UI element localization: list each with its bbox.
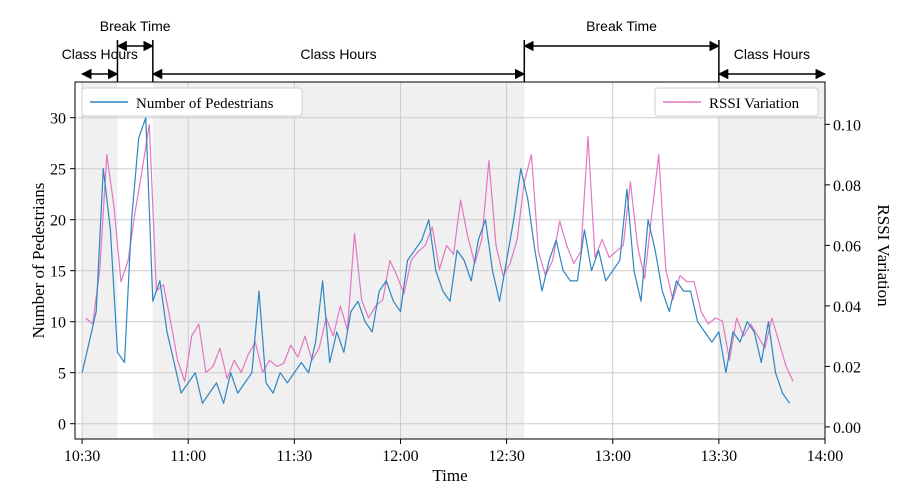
- x-tick-label-1: 11:00: [170, 448, 206, 465]
- x-tick-label-2: 11:30: [276, 448, 312, 465]
- x-tick-label-4: 12:30: [488, 448, 524, 465]
- left-y-tick-label-5: 25: [50, 162, 66, 179]
- x-tick-label-6: 13:30: [701, 448, 737, 465]
- x-axis-label: Time: [432, 466, 467, 485]
- right-y-axis-label: RSSI Variation: [874, 204, 893, 307]
- period-bands: [82, 82, 825, 439]
- period-label-2: Class Hours: [300, 46, 376, 62]
- left-y-axis-ticks: 0 5 10 15 20 25 30: [50, 111, 75, 434]
- legend-left-label: Number of Pedestrians: [136, 96, 274, 112]
- period-band-4: [718, 82, 825, 439]
- left-y-tick-label-4: 20: [50, 213, 66, 230]
- period-label-0: Class Hours: [62, 46, 138, 62]
- period-label-1: Break Time: [100, 18, 171, 34]
- x-tick-label-3: 12:00: [382, 448, 418, 465]
- left-y-tick-label-3: 15: [50, 264, 66, 281]
- right-y-tick-label-3: 0.06: [833, 238, 861, 255]
- legends: Number of Pedestrians RSSI Variation: [81, 87, 819, 117]
- right-y-tick-label-5: 0.10: [833, 117, 861, 134]
- right-y-tick-label-1: 0.02: [833, 359, 861, 376]
- legend-right-box: [654, 87, 819, 117]
- period-label-4: Class Hours: [734, 46, 810, 62]
- left-y-tick-label-1: 5: [58, 366, 66, 383]
- x-tick-label-0: 10:30: [64, 448, 100, 465]
- left-y-tick-label-2: 10: [50, 315, 66, 332]
- period-label-3: Break Time: [586, 18, 657, 34]
- legend-left-box: [81, 87, 303, 117]
- right-y-tick-label-4: 0.08: [833, 178, 861, 195]
- period-band-2: [152, 82, 525, 439]
- left-y-axis-label: Number of Pedestrians: [29, 183, 48, 339]
- legend-right-label: RSSI Variation: [709, 96, 800, 112]
- series-line-0: [81, 117, 791, 404]
- right-y-tick-label-0: 0.00: [833, 420, 861, 437]
- series-line-1: [85, 123, 794, 383]
- x-axis-ticks: 10:30 11:00 11:30 12:00 12:30 13:00 13:30 14:00: [64, 439, 843, 465]
- left-y-tick-label-0: 0: [58, 417, 66, 434]
- x-tick-label-5: 13:00: [595, 448, 631, 465]
- right-y-tick-label-2: 0.04: [833, 299, 861, 316]
- series-lines: [81, 117, 794, 404]
- x-tick-label-7: 14:00: [807, 448, 843, 465]
- left-y-tick-label-6: 30: [50, 111, 66, 128]
- plot-frame: [74, 81, 826, 440]
- right-y-axis-ticks: 0.00 0.02 0.04 0.06 0.08 0.10: [825, 117, 861, 437]
- period-annotations: Class Hours Break Time Class Hours Break Ti…: [62, 18, 827, 82]
